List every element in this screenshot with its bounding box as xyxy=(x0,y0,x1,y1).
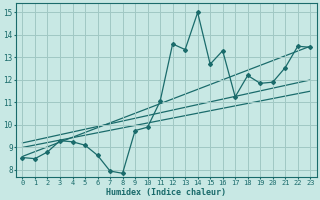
X-axis label: Humidex (Indice chaleur): Humidex (Indice chaleur) xyxy=(106,188,226,197)
